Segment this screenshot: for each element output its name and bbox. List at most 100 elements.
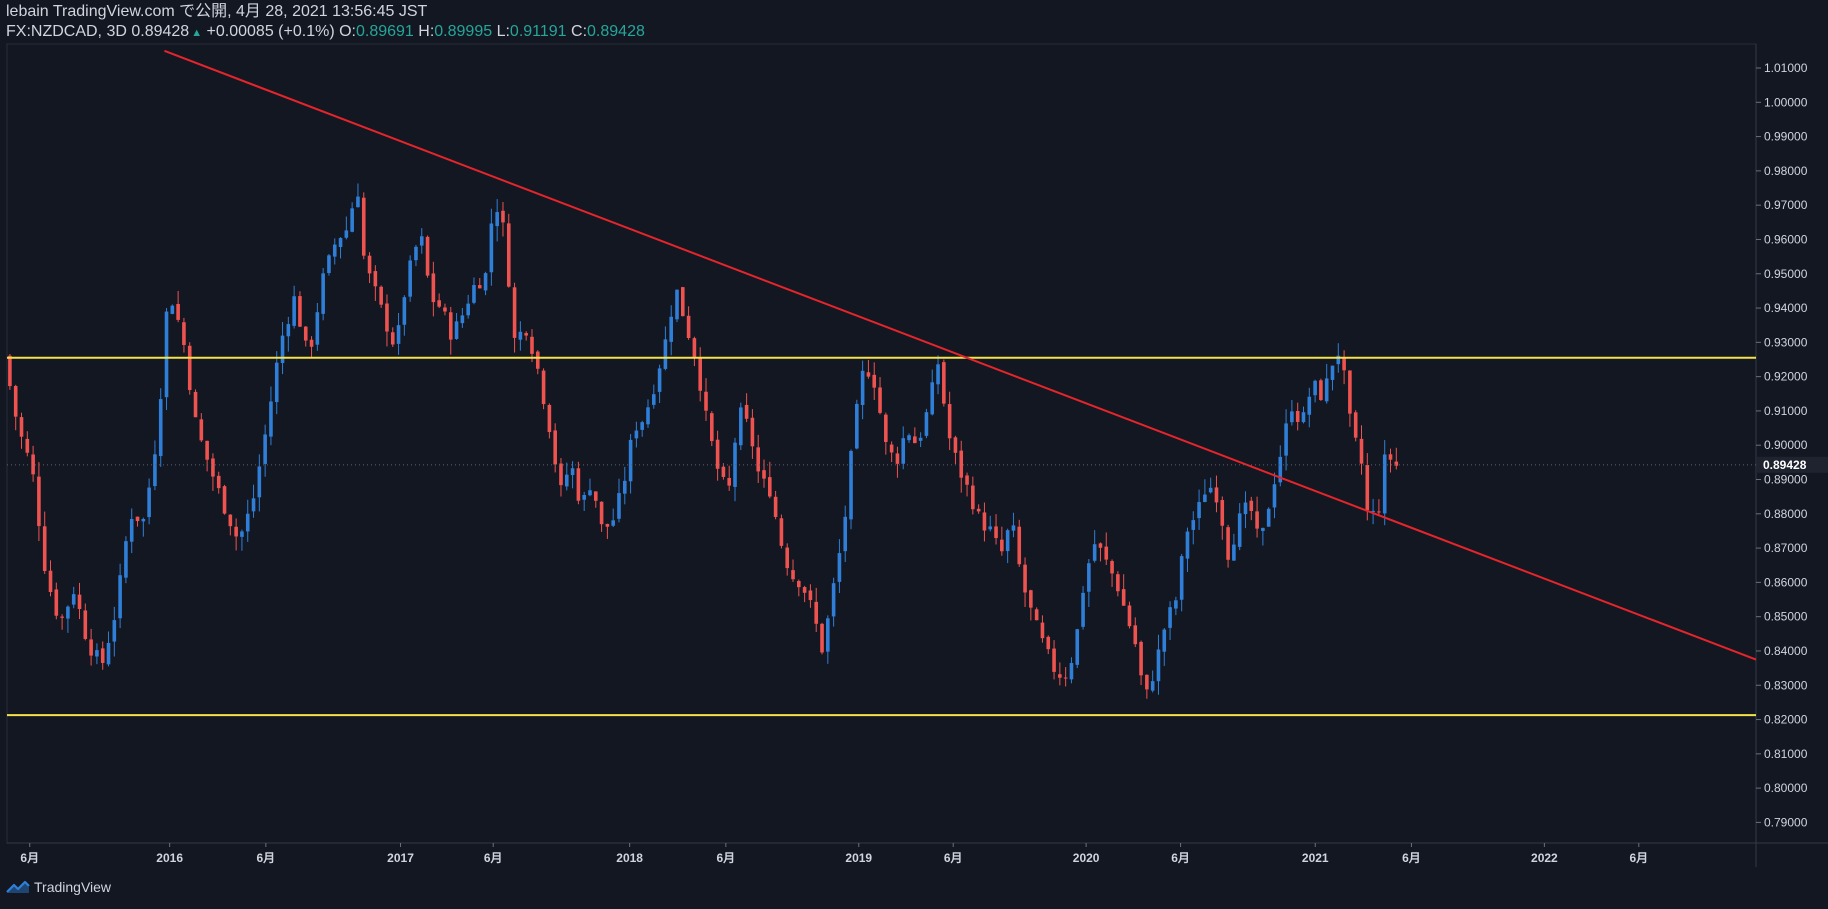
candle-down bbox=[866, 359, 871, 379]
x-tick-label: 6月 bbox=[1402, 851, 1421, 865]
candle-up bbox=[582, 491, 586, 511]
candle-down bbox=[187, 342, 192, 395]
candle-down bbox=[42, 511, 47, 574]
candle-body bbox=[570, 468, 575, 475]
candle-up bbox=[344, 216, 349, 240]
candle-body bbox=[425, 236, 430, 276]
candle-down bbox=[947, 391, 952, 451]
candle-down bbox=[1365, 453, 1370, 521]
candle-body bbox=[477, 285, 482, 289]
y-tick-label: 0.95000 bbox=[1764, 267, 1808, 281]
candle-body bbox=[1307, 396, 1312, 415]
candle-body bbox=[547, 404, 552, 433]
candle-body bbox=[808, 590, 813, 601]
candle-down bbox=[77, 582, 82, 620]
candle-body bbox=[1087, 563, 1091, 592]
candle-body bbox=[77, 594, 82, 610]
candle-down bbox=[953, 435, 958, 465]
candle-up bbox=[141, 517, 146, 537]
candle-body bbox=[31, 454, 35, 475]
candle-up bbox=[1162, 627, 1167, 666]
candle-body bbox=[263, 434, 267, 464]
candle-up bbox=[245, 499, 250, 542]
candle-body bbox=[710, 413, 714, 442]
candle-down bbox=[681, 286, 685, 317]
candle-up bbox=[907, 433, 911, 443]
candle-down bbox=[1226, 524, 1230, 568]
candle-body bbox=[472, 285, 476, 303]
candle-body bbox=[124, 541, 128, 578]
candle-down bbox=[593, 491, 598, 508]
candle-body bbox=[1034, 609, 1039, 621]
candle-down bbox=[228, 514, 233, 536]
candle-down bbox=[211, 453, 215, 491]
candle-up bbox=[901, 426, 906, 470]
candle-up bbox=[66, 605, 70, 633]
candle-body bbox=[54, 589, 59, 616]
candle-body bbox=[715, 439, 720, 469]
y-tick-label: 0.86000 bbox=[1764, 575, 1808, 589]
candle-body bbox=[1029, 590, 1033, 608]
candle-down bbox=[477, 278, 482, 289]
candle-down bbox=[1034, 607, 1039, 621]
candle-down bbox=[1063, 667, 1068, 687]
candle-body bbox=[269, 401, 273, 437]
y-tick-label: 0.84000 bbox=[1764, 644, 1808, 658]
candle-up bbox=[1179, 553, 1184, 612]
candle-down bbox=[559, 458, 563, 497]
candle-body bbox=[622, 480, 627, 494]
candle-up bbox=[1266, 507, 1271, 527]
candle-down bbox=[1040, 615, 1045, 643]
candle-body bbox=[356, 196, 360, 208]
ohlc-line: FX:NZDCAD, 3D 0.89428 ▲ +0.00085 (+0.1%) … bbox=[6, 22, 645, 43]
candle-body bbox=[251, 498, 256, 512]
candle-body bbox=[286, 324, 291, 337]
candle-up bbox=[570, 461, 575, 489]
candle-body bbox=[350, 208, 354, 232]
candle-body bbox=[25, 438, 30, 453]
candle-up bbox=[855, 399, 859, 450]
candle-up bbox=[414, 244, 418, 267]
candle-down bbox=[599, 501, 604, 532]
footer: TradingView bbox=[6, 879, 111, 895]
candle-up bbox=[472, 277, 476, 305]
candle-body bbox=[1185, 531, 1190, 559]
candle-body bbox=[773, 496, 778, 517]
candle-up bbox=[1272, 472, 1277, 519]
candle-body bbox=[8, 355, 12, 387]
candle-down bbox=[1255, 496, 1259, 538]
candle-body bbox=[419, 236, 424, 246]
candle-body bbox=[153, 454, 157, 487]
candle-up bbox=[628, 433, 633, 494]
candle-body bbox=[837, 553, 842, 582]
candle-body bbox=[918, 437, 923, 441]
candle-down bbox=[785, 543, 790, 576]
candle-up bbox=[651, 384, 656, 409]
candle-down bbox=[1023, 557, 1027, 608]
candle-up bbox=[124, 536, 128, 584]
candle-down bbox=[547, 403, 552, 439]
candle-body bbox=[141, 518, 146, 522]
candle-body bbox=[1098, 543, 1103, 548]
candle-down bbox=[976, 504, 981, 514]
candle-body bbox=[66, 606, 70, 619]
y-tick-label: 0.82000 bbox=[1764, 713, 1808, 727]
candle-up bbox=[1208, 477, 1213, 494]
candle-down bbox=[1017, 519, 1022, 567]
symbol-label[interactable]: FX:NZDCAD, 3D bbox=[6, 23, 127, 40]
candle-down bbox=[1029, 589, 1033, 621]
y-tick-label: 0.93000 bbox=[1764, 335, 1808, 349]
candle-body bbox=[118, 575, 122, 619]
trendline bbox=[164, 49, 1757, 661]
candle-body bbox=[257, 466, 262, 498]
candle-up bbox=[1092, 530, 1097, 563]
candle-up bbox=[1313, 379, 1317, 403]
candle-body bbox=[112, 620, 117, 642]
candle-body bbox=[1203, 494, 1207, 502]
candle-body bbox=[135, 516, 140, 522]
candle-body bbox=[1290, 411, 1294, 423]
candle-down bbox=[553, 423, 557, 473]
candle-body bbox=[582, 494, 586, 500]
candle-down bbox=[1359, 425, 1364, 475]
